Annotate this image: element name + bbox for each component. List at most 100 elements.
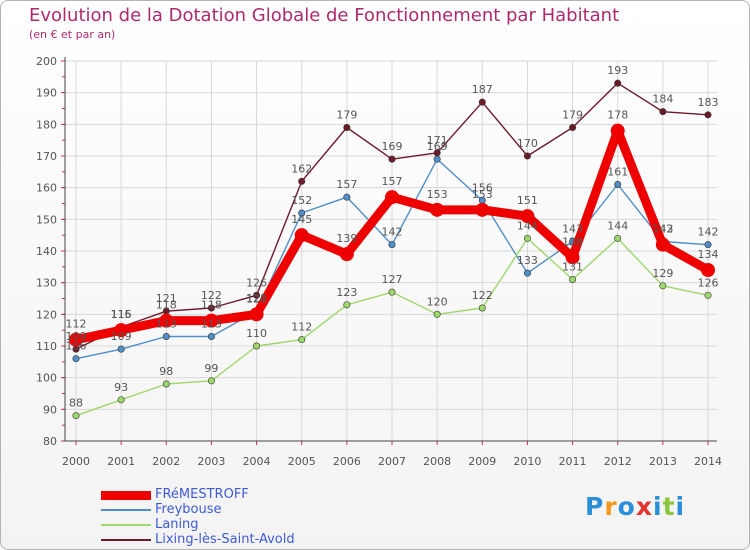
data-label-freybouse: 161 — [607, 166, 628, 179]
data-point-lixing-les-saint-avold — [253, 291, 261, 299]
logo-letter: x — [635, 492, 653, 521]
data-point-fremestroff — [69, 332, 83, 347]
data-point-fremestroff — [610, 123, 625, 138]
legend-label: FRéMESTROFF — [155, 487, 249, 502]
data-point-laning — [72, 412, 80, 420]
data-label-freybouse: 142 — [382, 226, 403, 239]
data-point-laning — [388, 288, 396, 296]
data-label-fremestroff: 139 — [336, 232, 357, 245]
data-label-laning: 129 — [652, 267, 673, 280]
data-label-lixing-les-saint-avold: 184 — [652, 93, 673, 106]
data-label-freybouse: 121 — [246, 292, 267, 305]
data-point-lixing-les-saint-avold — [569, 124, 577, 132]
x-tick-label: 2014 — [694, 455, 722, 468]
data-point-laning — [162, 380, 170, 388]
y-tick-label: 110 — [36, 340, 57, 353]
x-tick-label: 2007 — [378, 455, 406, 468]
data-point-laning — [614, 234, 622, 242]
data-label-fremestroff: 138 — [562, 235, 583, 248]
data-label-lixing-les-saint-avold: 179 — [562, 109, 583, 122]
data-point-lixing-les-saint-avold — [523, 152, 531, 160]
legend-swatch — [101, 539, 151, 541]
data-label-lixing-les-saint-avold: 187 — [472, 83, 493, 96]
data-point-fremestroff — [520, 209, 535, 224]
data-label-fremestroff: 157 — [382, 175, 403, 188]
chart-title: Evolution de la Dotation Globale de Fonc… — [29, 5, 620, 26]
data-point-fremestroff — [249, 307, 264, 322]
proxiti-logo: Proxiti — [585, 492, 685, 521]
data-label-lixing-les-saint-avold: 116 — [111, 308, 132, 321]
y-tick-label: 90 — [43, 403, 57, 416]
data-label-lixing-les-saint-avold: 126 — [246, 276, 267, 289]
data-point-freybouse — [388, 241, 396, 249]
data-point-laning — [117, 396, 125, 404]
data-label-laning: 93 — [114, 381, 128, 394]
data-label-fremestroff: 145 — [291, 213, 312, 226]
data-label-laning: 88 — [69, 397, 83, 410]
data-label-fremestroff: 118 — [156, 299, 177, 312]
data-label-freybouse: 113 — [156, 318, 177, 331]
data-label-fremestroff: 153 — [427, 188, 448, 201]
data-label-lixing-les-saint-avold: 169 — [382, 140, 403, 153]
data-label-fremestroff: 134 — [698, 248, 719, 261]
logo-letter: t — [662, 492, 676, 521]
data-label-freybouse: 106 — [66, 340, 87, 353]
y-tick-label: 160 — [36, 182, 57, 195]
data-point-freybouse — [343, 193, 351, 201]
data-point-lixing-les-saint-avold — [343, 124, 351, 132]
data-label-freybouse: 133 — [517, 254, 538, 267]
data-label-lixing-les-saint-avold: 109 — [66, 330, 87, 343]
data-point-lixing-les-saint-avold — [614, 79, 622, 87]
x-tick-label: 2009 — [468, 455, 496, 468]
data-point-laning — [207, 377, 215, 385]
data-label-freybouse: 156 — [472, 181, 493, 194]
logo-letter: P — [585, 492, 605, 521]
data-label-laning: 98 — [159, 365, 173, 378]
data-point-lixing-les-saint-avold — [388, 155, 396, 163]
data-point-fremestroff — [565, 250, 580, 265]
data-label-laning: 122 — [472, 289, 493, 302]
data-point-laning — [298, 336, 306, 344]
data-label-freybouse: 113 — [201, 318, 222, 331]
data-label-laning: 120 — [427, 295, 448, 308]
legend-swatch — [101, 509, 151, 511]
logo-letter: r — [604, 492, 618, 521]
data-point-laning — [659, 282, 667, 290]
y-tick-label: 200 — [36, 55, 57, 68]
y-tick-label: 170 — [36, 150, 57, 163]
data-point-freybouse — [162, 332, 170, 340]
data-label-laning: 144 — [607, 219, 628, 232]
logo-letter: o — [617, 492, 636, 521]
logo-letter: i — [675, 492, 686, 521]
data-label-freybouse: 143 — [652, 223, 673, 236]
data-point-freybouse — [207, 332, 215, 340]
data-point-lixing-les-saint-avold — [659, 108, 667, 116]
data-label-lixing-les-saint-avold: 171 — [427, 134, 448, 147]
data-point-fremestroff — [475, 202, 490, 217]
data-label-lixing-les-saint-avold: 121 — [156, 292, 177, 305]
data-label-fremestroff: 153 — [472, 188, 493, 201]
data-label-lixing-les-saint-avold: 122 — [201, 289, 222, 302]
data-label-lixing-les-saint-avold: 170 — [517, 137, 538, 150]
y-tick-label: 130 — [36, 277, 57, 290]
data-label-freybouse: 157 — [336, 178, 357, 191]
data-point-fremestroff — [430, 202, 445, 217]
data-label-fremestroff: 112 — [66, 318, 87, 331]
data-point-freybouse — [704, 241, 712, 249]
data-point-lixing-les-saint-avold — [207, 304, 215, 312]
legend-label: Freybouse — [155, 502, 222, 517]
data-point-freybouse — [298, 209, 306, 217]
x-tick-label: 2004 — [243, 455, 271, 468]
x-tick-label: 2002 — [152, 455, 180, 468]
x-tick-label: 2001 — [107, 455, 135, 468]
data-label-laning: 126 — [698, 276, 719, 289]
y-tick-label: 140 — [36, 245, 57, 258]
data-point-freybouse — [433, 155, 441, 163]
y-tick-label: 120 — [36, 308, 57, 321]
data-point-fremestroff — [204, 313, 219, 328]
data-point-fremestroff — [294, 228, 309, 243]
data-point-lixing-les-saint-avold — [704, 111, 712, 119]
